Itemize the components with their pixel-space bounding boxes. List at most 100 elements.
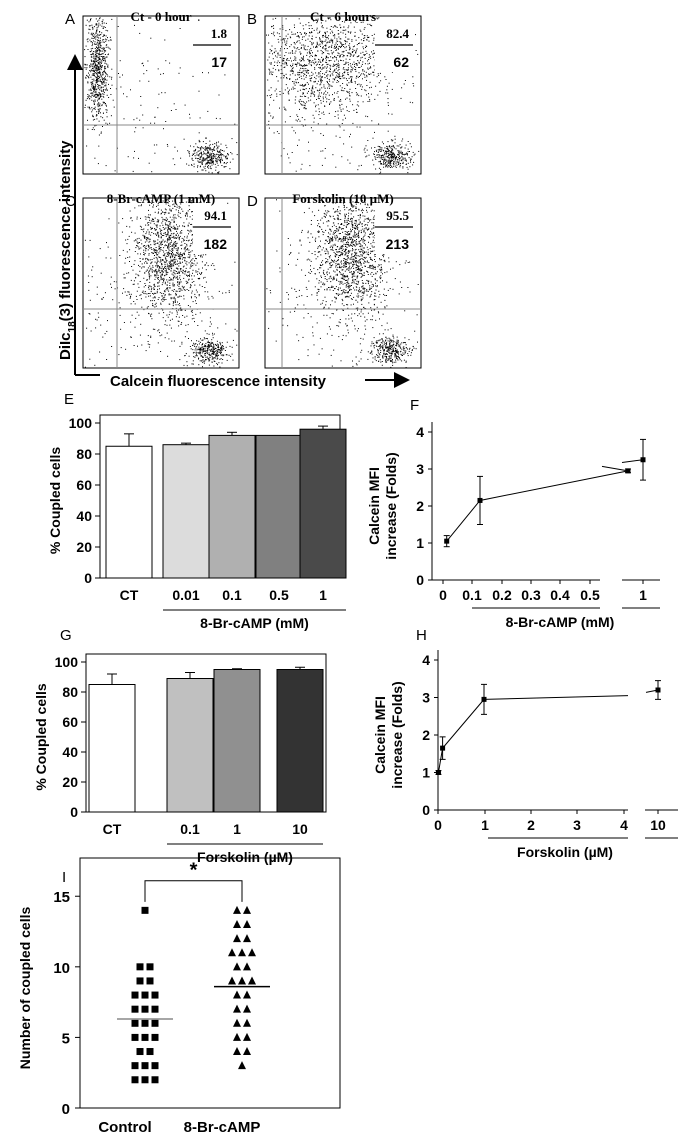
event-dot bbox=[183, 265, 185, 267]
event-dot bbox=[407, 141, 409, 142]
event-dot bbox=[148, 287, 149, 289]
event-dot bbox=[112, 99, 114, 101]
event-dot bbox=[225, 163, 227, 165]
event-dot bbox=[395, 166, 397, 168]
event-dot bbox=[310, 54, 312, 56]
event-dot bbox=[354, 35, 356, 37]
event-dot bbox=[154, 233, 156, 235]
event-dot bbox=[352, 46, 354, 48]
event-dot bbox=[151, 318, 153, 320]
event-dot bbox=[97, 56, 99, 58]
event-dot bbox=[131, 231, 133, 233]
event-dot bbox=[286, 42, 288, 44]
event-dot bbox=[216, 141, 218, 143]
event-dot bbox=[100, 69, 102, 71]
event-dot bbox=[272, 71, 274, 73]
event-dot bbox=[118, 302, 120, 304]
event-dot bbox=[200, 273, 201, 275]
event-dot bbox=[198, 255, 200, 256]
event-dot bbox=[167, 232, 169, 234]
event-dot bbox=[99, 69, 100, 71]
event-dot bbox=[139, 80, 141, 82]
event-dot bbox=[207, 110, 209, 112]
event-dot bbox=[154, 275, 156, 277]
event-dot bbox=[310, 80, 312, 82]
event-dot bbox=[161, 284, 163, 286]
event-dot bbox=[188, 249, 190, 251]
event-dot bbox=[198, 155, 200, 157]
event-dot bbox=[156, 251, 158, 253]
event-dot bbox=[137, 245, 138, 247]
event-dot bbox=[210, 349, 212, 351]
event-dot bbox=[99, 63, 101, 65]
event-dot bbox=[146, 240, 148, 242]
event-dot bbox=[324, 157, 326, 159]
event-dot bbox=[199, 166, 201, 168]
event-dot bbox=[202, 158, 204, 160]
event-dot bbox=[107, 246, 109, 248]
event-dot bbox=[205, 343, 207, 345]
event-dot bbox=[315, 110, 317, 112]
event-dot bbox=[349, 46, 351, 48]
event-dot bbox=[315, 104, 317, 106]
event-dot bbox=[200, 255, 202, 257]
event-dot bbox=[371, 120, 373, 122]
event-dot bbox=[115, 281, 117, 283]
event-dot bbox=[182, 240, 184, 242]
event-dot bbox=[159, 230, 161, 232]
event-dot bbox=[304, 32, 306, 34]
event-dot bbox=[105, 82, 107, 84]
event-dot bbox=[99, 79, 101, 81]
event-dot bbox=[380, 350, 382, 352]
event-dot bbox=[195, 157, 197, 159]
event-dot bbox=[327, 63, 329, 65]
event-dot bbox=[404, 350, 406, 352]
event-dot bbox=[348, 44, 350, 46]
event-dot bbox=[150, 122, 152, 124]
event-dot bbox=[290, 44, 292, 46]
event-dot bbox=[192, 75, 194, 77]
event-dot bbox=[361, 299, 363, 301]
event-dot bbox=[156, 250, 158, 251]
event-dot bbox=[381, 364, 383, 366]
event-dot bbox=[297, 62, 299, 64]
event-dot bbox=[329, 64, 331, 66]
event-dot bbox=[207, 338, 208, 340]
event-dot bbox=[98, 19, 100, 21]
event-dot bbox=[183, 289, 185, 291]
event-dot bbox=[153, 257, 155, 259]
event-dot bbox=[225, 157, 227, 158]
event-dot bbox=[401, 87, 403, 89]
event-dot bbox=[396, 356, 398, 358]
event-dot bbox=[157, 220, 159, 222]
event-dot bbox=[329, 71, 331, 73]
event-dot bbox=[372, 56, 374, 58]
event-dot bbox=[406, 152, 407, 154]
event-dot bbox=[160, 303, 162, 305]
event-dot bbox=[318, 94, 320, 96]
event-dot bbox=[319, 67, 321, 69]
event-dot bbox=[316, 44, 318, 46]
event-dot bbox=[316, 99, 317, 100]
event-dot bbox=[273, 132, 275, 134]
event-dot bbox=[91, 45, 93, 47]
event-dot bbox=[286, 77, 288, 78]
event-dot bbox=[339, 105, 341, 107]
event-dot bbox=[87, 75, 89, 77]
event-dot bbox=[85, 68, 87, 70]
event-dot bbox=[102, 90, 104, 92]
event-dot bbox=[97, 20, 99, 22]
event-dot bbox=[298, 82, 299, 84]
event-dot bbox=[171, 248, 173, 250]
event-dot bbox=[335, 42, 337, 44]
event-dot bbox=[202, 356, 204, 358]
event-dot bbox=[218, 351, 220, 353]
event-dot bbox=[289, 46, 291, 48]
event-dot bbox=[385, 163, 386, 165]
event-dot bbox=[398, 162, 400, 164]
event-dot bbox=[367, 358, 369, 360]
event-dot bbox=[272, 117, 274, 119]
event-dot bbox=[140, 298, 142, 300]
event-dot bbox=[371, 283, 373, 285]
event-dot bbox=[101, 66, 103, 68]
